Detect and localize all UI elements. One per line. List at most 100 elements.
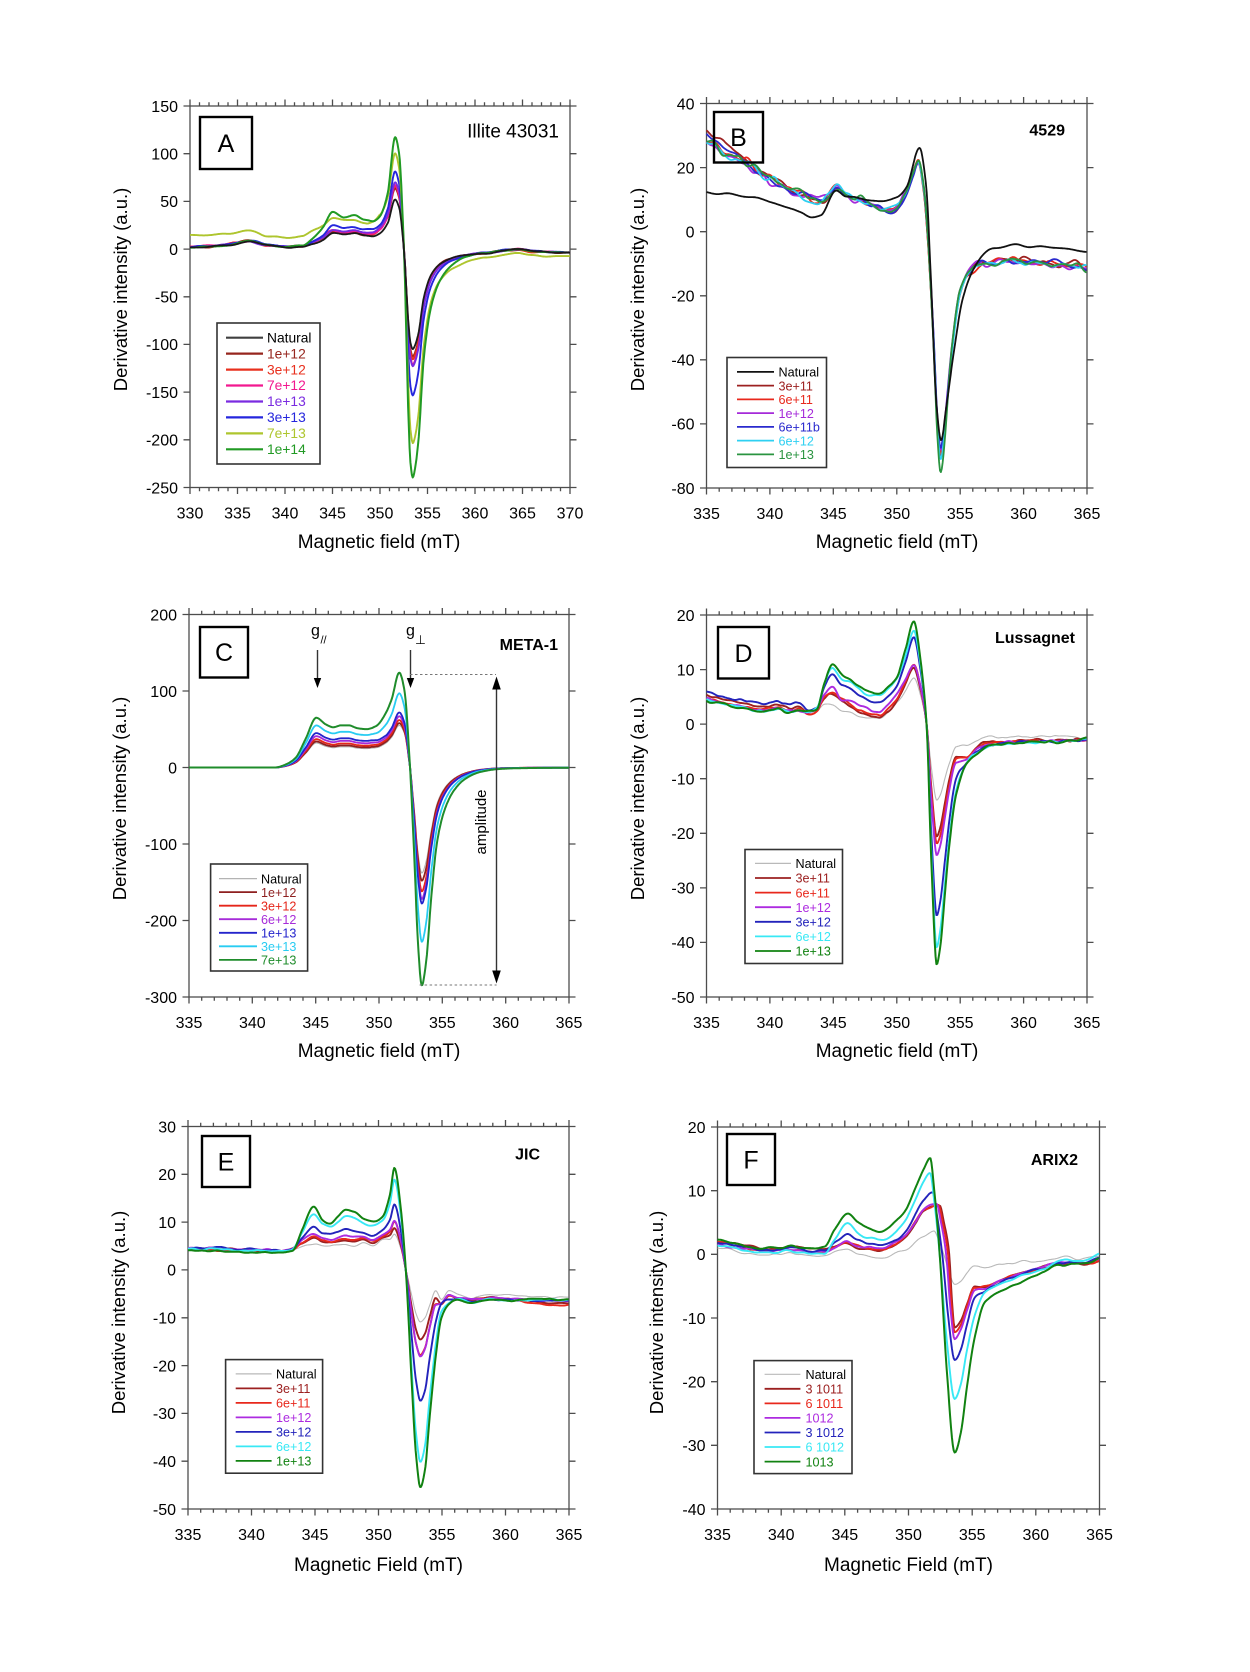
svg-text:0: 0 — [167, 1263, 176, 1280]
svg-text:30: 30 — [158, 1119, 176, 1136]
svg-text:Natural: Natural — [267, 330, 311, 345]
svg-text:100: 100 — [150, 684, 177, 701]
svg-text:355: 355 — [429, 1015, 456, 1032]
svg-text:6 1012: 6 1012 — [806, 1441, 845, 1455]
svg-text:-250: -250 — [146, 480, 178, 497]
svg-text:3 1012: 3 1012 — [806, 1426, 845, 1440]
svg-text:3 1011: 3 1011 — [806, 1383, 844, 1397]
svg-text:-20: -20 — [671, 289, 694, 306]
svg-text:D: D — [734, 640, 752, 668]
svg-text:360: 360 — [492, 1015, 519, 1032]
svg-text:335: 335 — [693, 1015, 720, 1032]
svg-text:Magnetic Field (mT): Magnetic Field (mT) — [294, 1555, 463, 1576]
svg-text:amplitude: amplitude — [473, 789, 490, 854]
svg-text:355: 355 — [429, 1527, 456, 1544]
svg-text:0: 0 — [169, 242, 178, 259]
svg-text:0: 0 — [686, 225, 695, 242]
svg-text:365: 365 — [1074, 1015, 1101, 1032]
svg-text:350: 350 — [883, 1015, 910, 1032]
svg-text:-10: -10 — [682, 1311, 705, 1328]
svg-text:Derivative intensity (a.u.): Derivative intensity (a.u.) — [627, 697, 648, 901]
svg-text:A: A — [218, 130, 235, 158]
svg-text:6e+11: 6e+11 — [276, 1397, 310, 1411]
svg-text:g: g — [311, 623, 320, 640]
svg-text:7e+13: 7e+13 — [267, 426, 306, 441]
svg-text:Magnetic field (mT): Magnetic field (mT) — [816, 1041, 979, 1062]
svg-text:F: F — [743, 1147, 758, 1175]
svg-text:20: 20 — [158, 1167, 176, 1184]
svg-text:6e+12: 6e+12 — [796, 930, 831, 944]
svg-text:360: 360 — [1022, 1527, 1049, 1544]
svg-text:365: 365 — [1074, 506, 1101, 523]
svg-text:0: 0 — [168, 760, 177, 777]
svg-text:1e+12: 1e+12 — [276, 1411, 311, 1425]
svg-text:7e+12: 7e+12 — [267, 378, 306, 393]
svg-text:335: 335 — [704, 1527, 731, 1544]
svg-text:-20: -20 — [682, 1375, 705, 1392]
svg-text:50: 50 — [160, 194, 178, 211]
svg-text:-100: -100 — [145, 837, 177, 854]
svg-text:3e+11: 3e+11 — [779, 379, 813, 393]
svg-text:335: 335 — [176, 1015, 203, 1032]
svg-text:345: 345 — [319, 506, 346, 523]
svg-text:Magnetic field (mT): Magnetic field (mT) — [298, 532, 461, 553]
svg-text:200: 200 — [150, 607, 177, 624]
svg-text:-30: -30 — [671, 881, 694, 898]
svg-text:1e+14: 1e+14 — [267, 442, 306, 457]
svg-text:-20: -20 — [153, 1358, 176, 1375]
svg-text:345: 345 — [302, 1527, 329, 1544]
svg-text:Derivative intensity (a.u.): Derivative intensity (a.u.) — [108, 1211, 129, 1415]
svg-text:-200: -200 — [146, 433, 178, 450]
svg-text:0: 0 — [697, 1247, 706, 1264]
svg-text:3e+11: 3e+11 — [796, 872, 830, 886]
svg-text:1e+13: 1e+13 — [267, 394, 306, 409]
svg-text:340: 340 — [239, 1015, 266, 1032]
svg-text:355: 355 — [414, 506, 441, 523]
svg-text:6 1011: 6 1011 — [806, 1397, 844, 1411]
svg-text:340: 340 — [757, 1015, 784, 1032]
svg-text:0: 0 — [686, 717, 695, 734]
svg-text:Magnetic Field (mT): Magnetic Field (mT) — [824, 1555, 993, 1576]
svg-text:-40: -40 — [671, 935, 694, 952]
svg-text:365: 365 — [556, 1527, 583, 1544]
svg-text:10: 10 — [677, 662, 695, 679]
svg-text:345: 345 — [820, 1015, 847, 1032]
svg-text:365: 365 — [1086, 1527, 1113, 1544]
svg-text:360: 360 — [492, 1527, 519, 1544]
svg-text:1013: 1013 — [806, 1455, 834, 1469]
svg-text:3e+12: 3e+12 — [267, 362, 306, 377]
svg-text:B: B — [730, 124, 747, 152]
svg-text:1e+12: 1e+12 — [261, 886, 296, 900]
svg-text:350: 350 — [365, 1527, 392, 1544]
svg-text:4529: 4529 — [1029, 123, 1065, 140]
svg-text:150: 150 — [151, 99, 178, 116]
svg-text:Derivative intensity (a.u.): Derivative intensity (a.u.) — [109, 697, 130, 901]
svg-text:Natural: Natural — [276, 1368, 317, 1382]
svg-text:-300: -300 — [145, 990, 177, 1007]
svg-text:Magnetic field (mT): Magnetic field (mT) — [298, 1041, 461, 1062]
svg-text:Lussagnet: Lussagnet — [995, 630, 1076, 647]
svg-text:-80: -80 — [671, 481, 694, 498]
svg-text:3e+12: 3e+12 — [261, 899, 296, 913]
svg-text:6e+12: 6e+12 — [779, 434, 814, 448]
svg-text:-50: -50 — [155, 290, 178, 307]
svg-text:Magnetic field (mT): Magnetic field (mT) — [816, 532, 979, 553]
svg-text:1e+12: 1e+12 — [267, 346, 306, 361]
svg-text:-40: -40 — [682, 1502, 705, 1519]
svg-text:-100: -100 — [146, 337, 178, 354]
svg-text:350: 350 — [366, 1015, 393, 1032]
svg-text:340: 340 — [768, 1527, 795, 1544]
svg-text:6e+11b: 6e+11b — [779, 421, 820, 435]
svg-text:20: 20 — [677, 160, 695, 177]
svg-text:350: 350 — [367, 506, 394, 523]
svg-text:40: 40 — [677, 96, 695, 113]
svg-text:10: 10 — [158, 1215, 176, 1232]
svg-text:-60: -60 — [671, 417, 694, 434]
svg-text:3e+13: 3e+13 — [261, 940, 296, 954]
svg-text:20: 20 — [688, 1120, 706, 1137]
svg-text:-20: -20 — [671, 826, 694, 843]
svg-text:-10: -10 — [671, 772, 694, 789]
svg-text:365: 365 — [556, 1015, 583, 1032]
svg-text:330: 330 — [177, 506, 204, 523]
svg-text:C: C — [215, 639, 233, 667]
